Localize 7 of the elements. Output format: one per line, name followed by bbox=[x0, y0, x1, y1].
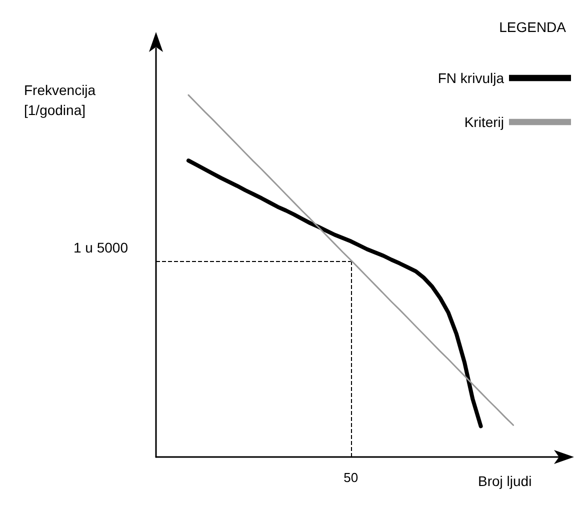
legend-title: LEGENDA bbox=[499, 19, 567, 35]
x-axis-title: Broj ljudi bbox=[478, 473, 532, 489]
text: 50 bbox=[344, 470, 358, 485]
legend-label: FN krivulja bbox=[438, 70, 504, 86]
y-axis-title: Frekvencija [1/godina] bbox=[24, 82, 96, 118]
ref-line-label: 1 u 5000 bbox=[74, 240, 128, 256]
legend-label: Kriterij bbox=[464, 114, 504, 130]
